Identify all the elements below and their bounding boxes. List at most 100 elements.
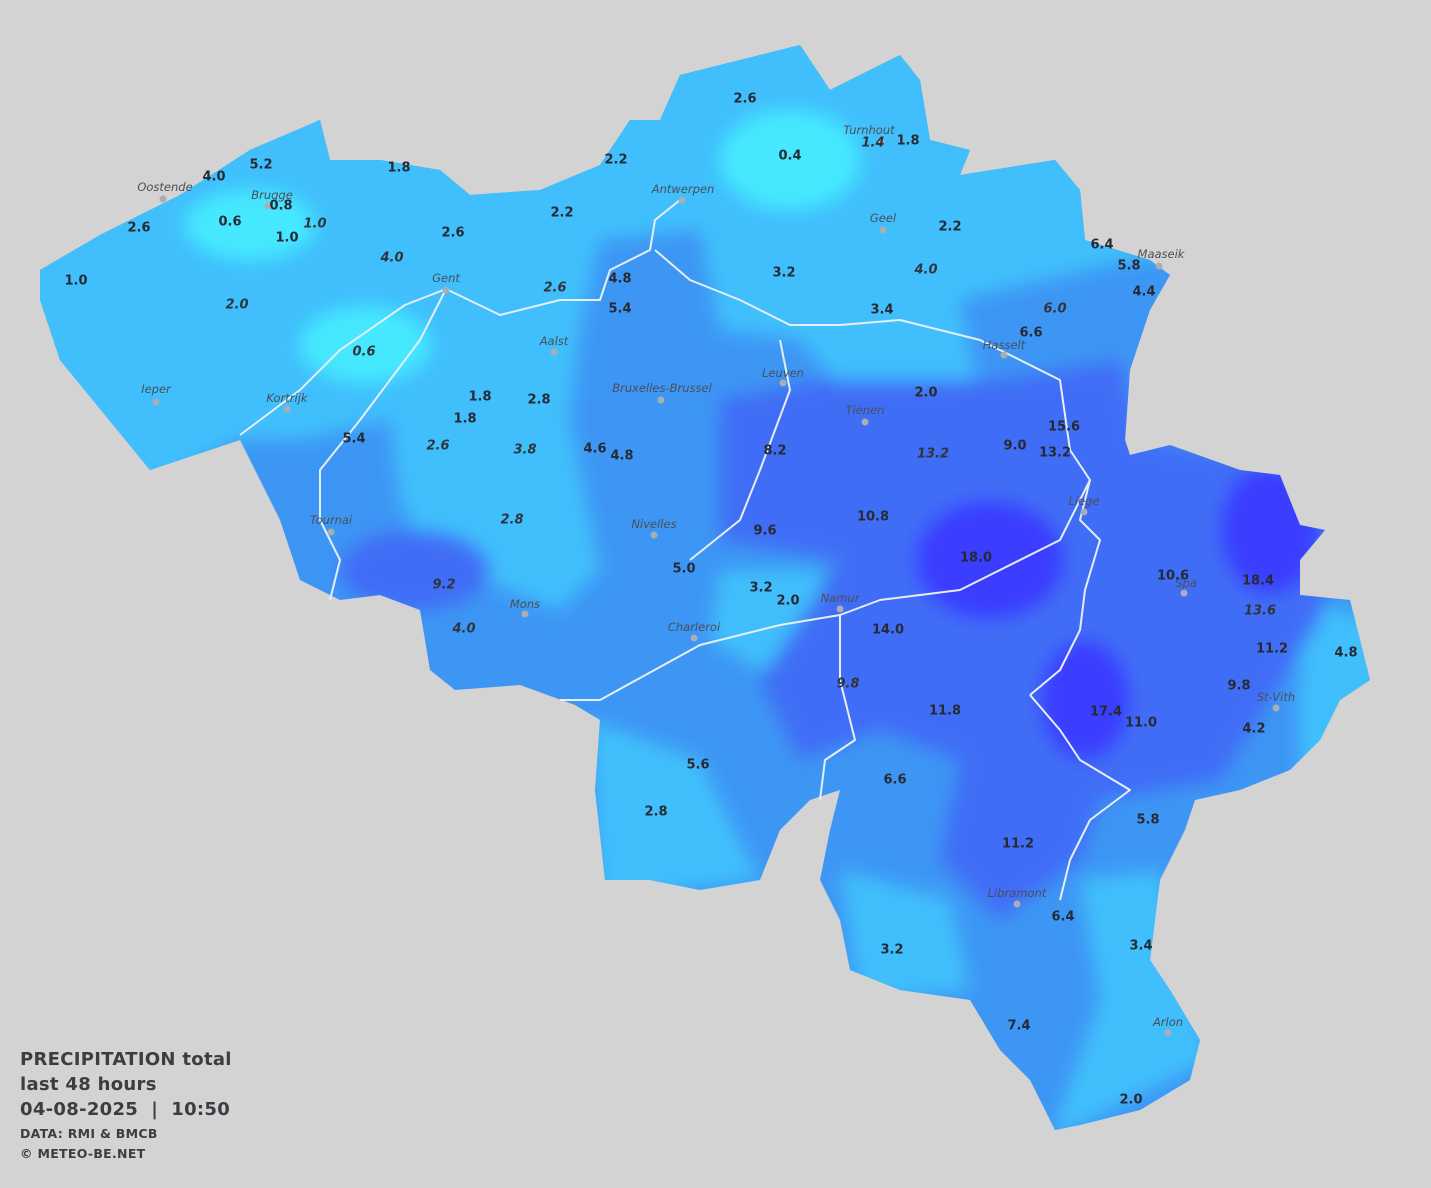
station-value: 11.2 [1256, 642, 1288, 657]
city-dot [690, 634, 698, 642]
city-dot [650, 531, 658, 539]
river [560, 479, 1091, 701]
city-label: Leuven [762, 366, 804, 380]
station-value: 1.0 [64, 274, 87, 289]
station-value: 2.8 [500, 513, 523, 528]
city-label: Oostende [137, 180, 192, 194]
station-value: 4.4 [1132, 285, 1155, 300]
station-value: 1.8 [387, 161, 410, 176]
station-value: 2.6 [543, 281, 566, 296]
city-label: Bruxelles-Brussel [612, 381, 712, 395]
station-value: 5.2 [249, 158, 272, 173]
station-value: 2.6 [426, 439, 449, 454]
station-value: 2.8 [527, 393, 550, 408]
city-label: Hasselt [983, 338, 1026, 352]
city-dot [1000, 351, 1008, 359]
station-value: 0.4 [778, 149, 801, 164]
city-dot [879, 226, 887, 234]
station-value: 4.8 [608, 272, 631, 287]
city-label: Brugge [251, 188, 293, 202]
cities: Oostende Brugge Antwerpen Turnhout Geel Maase… [137, 123, 1295, 1037]
station-value: 11.2 [1002, 837, 1034, 852]
city-dot [1164, 1029, 1172, 1037]
station-value: 2.2 [550, 206, 573, 221]
stations: 2.6 0.4 1.4 1.8 2.2 5.2 4.0 1.8 0.8 0.6 1.0 1.0 2.6 2… [64, 92, 1357, 1108]
city-label: Libramont [988, 886, 1047, 900]
station-value: 13.2 [1039, 446, 1071, 461]
city-label: Tournai [310, 513, 353, 527]
city-label: Spa [1175, 576, 1197, 590]
legend-period: last 48 hours [20, 1074, 157, 1095]
city-dot [836, 605, 844, 613]
station-value: 4.0 [913, 263, 937, 278]
city-label: Ieper [141, 382, 172, 396]
station-value: 0.6 [218, 215, 241, 230]
station-value: 2.0 [225, 298, 248, 313]
station-value: 10.6 [1157, 569, 1189, 584]
station-value: 5.4 [342, 432, 365, 447]
station-value: 1.0 [303, 217, 326, 232]
city-dot [861, 418, 869, 426]
station-value: 5.4 [608, 302, 631, 317]
city-label: Aalst [539, 334, 569, 348]
station-value: 1.8 [453, 412, 476, 427]
legend-source: DATA: RMI & BMCB [20, 1126, 158, 1141]
city-dot [264, 202, 272, 210]
station-value: 13.2 [917, 447, 949, 462]
city-dot [550, 348, 558, 356]
station-value: 9.8 [1227, 679, 1250, 694]
station-value: 4.8 [610, 449, 633, 464]
station-value: 2.8 [644, 805, 667, 820]
city-label: Liege [1068, 494, 1099, 508]
station-value: 3.4 [870, 303, 893, 318]
city-dot [283, 405, 291, 413]
station-value: 5.8 [1117, 259, 1140, 274]
station-value: 1.0 [275, 231, 298, 246]
station-value: 2.0 [776, 594, 799, 609]
city-dot [1080, 508, 1088, 516]
station-value: 9.8 [836, 677, 859, 692]
station-value: 6.0 [1043, 302, 1066, 317]
station-value: 2.0 [914, 386, 937, 401]
station-value: 2.6 [733, 92, 756, 107]
station-value: 17.4 [1090, 705, 1122, 720]
station-value: 6.6 [883, 773, 906, 788]
city-dot [1013, 900, 1021, 908]
station-value: 3.4 [1129, 939, 1152, 954]
city-dot [159, 195, 167, 203]
station-value: 2.0 [1119, 1093, 1142, 1108]
city-label: Turnhout [843, 123, 895, 137]
station-value: 2.2 [938, 220, 961, 235]
city-dot [657, 396, 665, 404]
river [319, 288, 447, 601]
river [654, 249, 1101, 696]
station-value: 6.4 [1051, 910, 1074, 925]
station-value: 4.0 [451, 622, 475, 637]
station-value: 1.4 [861, 136, 884, 151]
station-value: 6.4 [1090, 238, 1113, 253]
city-label: Antwerpen [651, 182, 715, 196]
station-value: 3.2 [749, 581, 772, 596]
city-dot [779, 379, 787, 387]
city-label: Kortrijk [266, 391, 309, 405]
city-label: Charleroi [668, 620, 721, 634]
city-label: Maaseik [1138, 247, 1186, 261]
city-label: Namur [821, 591, 861, 605]
station-value: 9.2 [432, 578, 455, 593]
city-dot [877, 137, 885, 145]
river [1029, 694, 1131, 901]
station-value: 2.2 [604, 153, 627, 168]
river [689, 339, 791, 561]
station-value: 8.2 [763, 444, 786, 459]
city-label: Gent [432, 271, 460, 285]
legend-copyright: © METEO-BE.NET [20, 1146, 146, 1161]
rivers [239, 199, 1131, 901]
legend-title: PRECIPITATION total [20, 1049, 232, 1070]
city-dot [1155, 262, 1163, 270]
station-value: 11.0 [1125, 716, 1157, 731]
station-value: 18.4 [1242, 574, 1274, 589]
city-dot [521, 610, 529, 618]
city-dot [327, 528, 335, 536]
city-dot [1180, 589, 1188, 597]
city-dot [678, 196, 686, 204]
